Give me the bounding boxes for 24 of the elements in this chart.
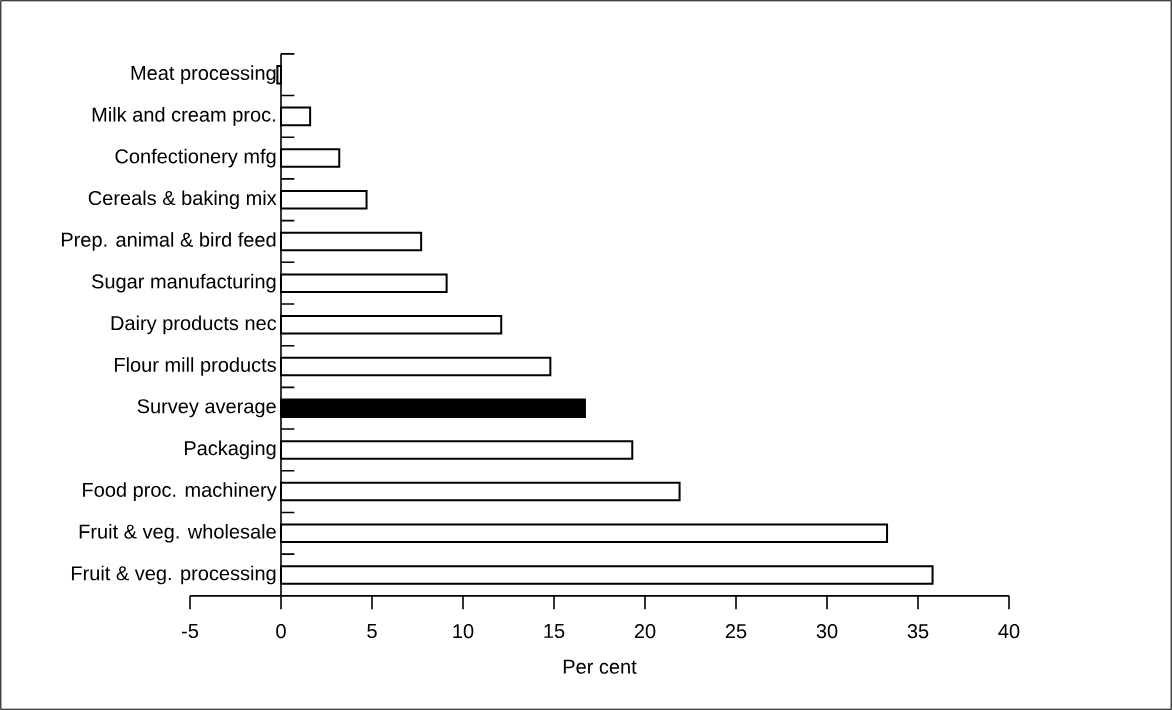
x-tick-label: -5 xyxy=(181,624,199,639)
y-tick-label: Fruit & veg. processing xyxy=(71,565,276,585)
y-tick-label: Meat processing xyxy=(131,65,276,84)
x-tick-label: 40 xyxy=(998,624,1020,639)
y-tick-label: Flour mill products xyxy=(114,357,276,376)
x-axis-title: Per cent xyxy=(563,659,637,674)
y-tick-label: Survey average xyxy=(137,399,276,418)
y-tick-label: Cereals & baking mix xyxy=(88,190,277,210)
x-tick-label: 0 xyxy=(276,624,286,639)
x-tick-label: 20 xyxy=(634,624,656,639)
x-tick-label: 5 xyxy=(367,624,377,639)
y-tick-label: Milk and cream proc. xyxy=(92,107,275,126)
x-tick-label: 35 xyxy=(907,624,929,639)
x-tick-label: 10 xyxy=(453,624,474,639)
y-tick-label: Confectionery mfg xyxy=(115,148,276,168)
x-tick-label: 15 xyxy=(544,624,565,639)
x-tick-label: 30 xyxy=(816,624,838,639)
x-tick-label: 25 xyxy=(725,624,747,639)
y-tick-label: Dairy products nec xyxy=(111,315,277,335)
y-tick-label: Fruit & veg. wholesale xyxy=(79,523,276,543)
y-tick-label: Food proc. machinery xyxy=(83,482,277,501)
y-tick-label: Prep. animal & bird feed xyxy=(61,232,276,251)
y-tick-label: Packaging xyxy=(184,440,276,460)
y-tick-label: Sugar manufacturing xyxy=(91,273,276,293)
